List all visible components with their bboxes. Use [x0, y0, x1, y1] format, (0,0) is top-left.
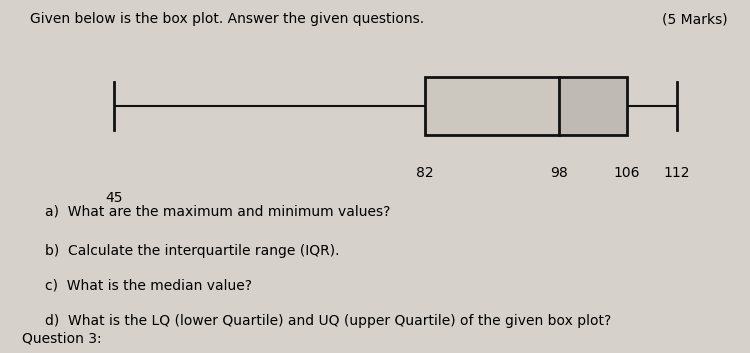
Text: Question 3:: Question 3:: [22, 332, 102, 346]
Text: c)  What is the median value?: c) What is the median value?: [45, 279, 252, 293]
Text: 82: 82: [416, 166, 434, 180]
Bar: [425, 77, 560, 135]
Text: 112: 112: [664, 166, 690, 180]
Text: 106: 106: [614, 166, 640, 180]
Text: 98: 98: [550, 166, 568, 180]
Bar: [425, 77, 627, 135]
Text: (5 Marks): (5 Marks): [662, 12, 728, 26]
Text: d)  What is the LQ (lower Quartile) and UQ (upper Quartile) of the given box plo: d) What is the LQ (lower Quartile) and U…: [45, 314, 611, 328]
Text: b)  Calculate the interquartile range (IQR).: b) Calculate the interquartile range (IQ…: [45, 244, 340, 258]
Text: Given below is the box plot. Answer the given questions.: Given below is the box plot. Answer the …: [30, 12, 424, 26]
Text: 45: 45: [105, 191, 123, 205]
Bar: [560, 77, 627, 135]
Text: a)  What are the maximum and minimum values?: a) What are the maximum and minimum valu…: [45, 205, 390, 219]
